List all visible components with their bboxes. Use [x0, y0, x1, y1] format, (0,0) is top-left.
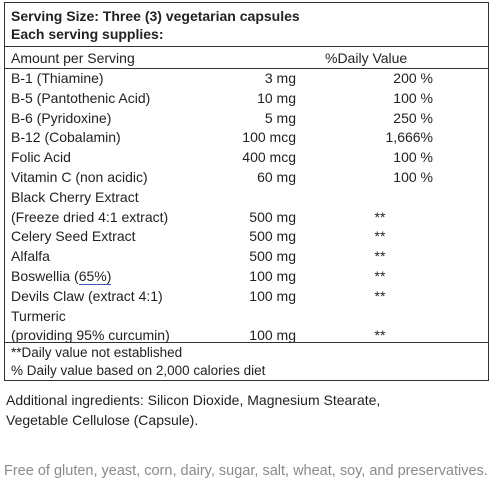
nutrient-row: Alfalfa 500 mg **: [5, 247, 488, 267]
nutrient-dv: **: [374, 228, 386, 245]
nutrient-name: (Freeze dried 4:1 extract): [11, 208, 169, 225]
nutrient-dv: 100 %: [393, 149, 433, 166]
nutrient-amount: 500 mg: [249, 208, 296, 225]
nutrient-dv: 1,666%: [385, 129, 433, 146]
nutrient-amount: 100 mg: [249, 327, 296, 344]
nutrient-amount: 3 mg: [264, 70, 296, 86]
free-of-statement: Free of gluten, yeast, corn, dairy, suga…: [4, 463, 488, 479]
daily-value-column-header: %Daily Value: [325, 50, 408, 66]
nutrient-amount: 400 mcg: [242, 149, 296, 166]
additional-ingredients: Additional ingredients: Silicon Dioxide,…: [6, 390, 486, 430]
nutrient-name: B-1 (Thiamine): [11, 70, 104, 86]
nutrient-dv: **: [374, 248, 386, 265]
nutrient-row: Black Cherry Extract: [5, 188, 488, 208]
nutrient-name: Devils Claw (extract 4:1): [11, 287, 163, 304]
nutrient-row: B-6 (Pyridoxine) 5 mg 250 %: [5, 109, 488, 129]
supplement-facts-panel: Serving Size: Three (3) vegetarian capsu…: [4, 2, 489, 381]
amount-column-header: Amount per Serving: [11, 50, 135, 66]
nutrient-dv: **: [374, 327, 386, 344]
nutrient-row: Boswellia (65%) 100 mg **: [5, 267, 488, 287]
footnotes: **Daily value not established % Daily va…: [5, 342, 488, 380]
nutrient-dv: **: [374, 267, 386, 284]
nutrient-amount: 5 mg: [264, 109, 296, 126]
footnote-not-established: **Daily value not established: [11, 345, 183, 360]
additional-ingredients-line: Vegetable Cellulose (Capsule).: [6, 412, 199, 428]
nutrient-name: Black Cherry Extract: [11, 188, 139, 205]
nutrient-row: B-1 (Thiamine) 3 mg 200 %: [5, 69, 488, 89]
nutrient-name: B-5 (Pantothenic Acid): [11, 89, 151, 106]
nutrient-name: Turmeric: [11, 307, 66, 324]
column-header: Amount per Serving %Daily Value: [5, 47, 488, 69]
nutrient-dv: **: [374, 287, 386, 304]
nutrient-row: B-5 (Pantothenic Acid) 10 mg 100 %: [5, 89, 488, 109]
nutrient-row: Devils Claw (extract 4:1) 100 mg **: [5, 287, 488, 307]
nutrient-row: B-12 (Cobalamin) 100 mcg 1,666%: [5, 128, 488, 148]
footnote-daily-value-basis: % Daily value based on 2,000 calories di…: [11, 363, 266, 378]
nutrient-name: B-12 (Cobalamin): [11, 129, 121, 146]
nutrient-amount: 60 mg: [257, 168, 296, 185]
nutrient-dv: 200 %: [393, 70, 433, 86]
nutrient-amount: 500 mg: [249, 248, 296, 265]
nutrient-dv: 100 %: [393, 89, 433, 106]
underline-mark: 65%): [78, 267, 112, 285]
nutrient-dv: 250 %: [393, 109, 433, 126]
nutrient-row: Folic Acid 400 mcg 100 %: [5, 148, 488, 168]
nutrient-row: Turmeric: [5, 307, 488, 327]
nutrient-row: (providing 95% curcumin) 100 mg **: [5, 326, 488, 346]
nutrient-dv: **: [374, 208, 386, 225]
nutrient-row: Celery Seed Extract 500 mg **: [5, 227, 488, 247]
nutrient-name: Vitamin C (non acidic): [11, 168, 148, 185]
nutrient-name: Celery Seed Extract: [11, 228, 136, 245]
nutrient-amount: 500 mg: [249, 228, 296, 245]
nutrient-list: B-1 (Thiamine) 3 mg 200 % B-5 (Pantothen…: [5, 69, 488, 346]
serving-header: Serving Size: Three (3) vegetarian capsu…: [5, 3, 488, 47]
nutrient-name: Folic Acid: [11, 149, 71, 166]
serving-size: Serving Size: Three (3) vegetarian capsu…: [11, 8, 300, 24]
nutrient-row: Vitamin C (non acidic) 60 mg 100 %: [5, 168, 488, 188]
additional-ingredients-line: Additional ingredients: Silicon Dioxide,…: [6, 392, 381, 408]
nutrient-dv: 100 %: [393, 168, 433, 185]
nutrient-name: (providing 95% curcumin): [11, 327, 170, 344]
nutrient-amount: 100 mg: [249, 287, 296, 304]
nutrient-amount: 100 mcg: [242, 129, 296, 146]
nutrient-name: B-6 (Pyridoxine): [11, 109, 112, 126]
nutrient-row: (Freeze dried 4:1 extract) 500 mg **: [5, 208, 488, 228]
nutrient-name: Alfalfa: [11, 248, 50, 265]
nutrient-name: Boswellia (65%): [11, 267, 112, 285]
nutrient-amount: 10 mg: [257, 89, 296, 106]
serving-supplies: Each serving supplies:: [11, 26, 164, 42]
nutrient-amount: 100 mg: [249, 267, 296, 284]
